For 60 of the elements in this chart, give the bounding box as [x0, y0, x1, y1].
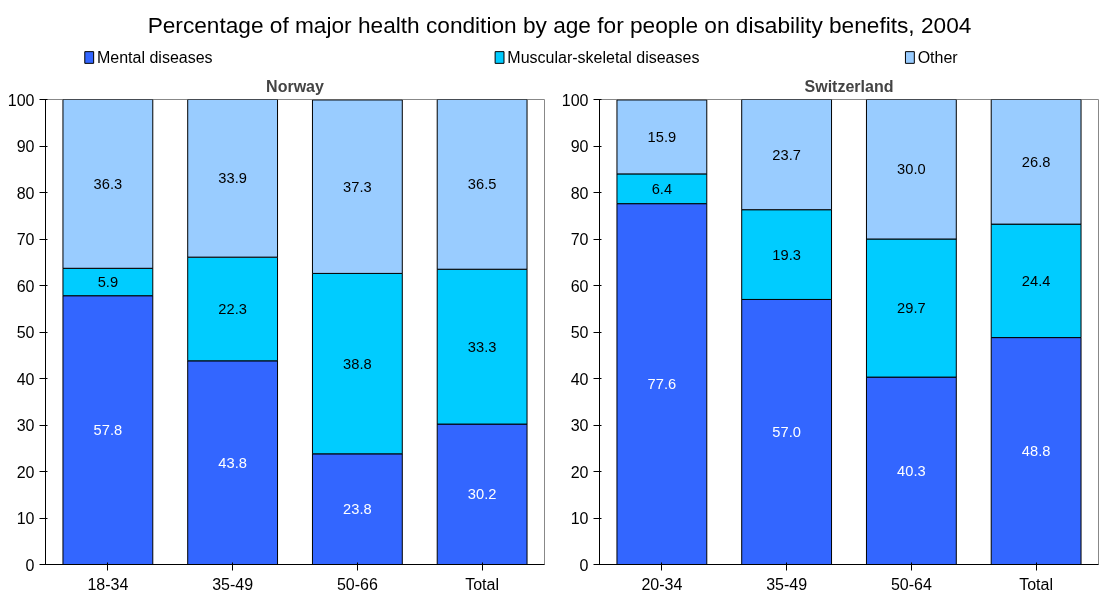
- y-tick-label: 40: [570, 370, 589, 388]
- y-tick-label: 40: [16, 370, 35, 388]
- data-label: 29.7: [897, 300, 926, 317]
- x-tick-label: 20-34: [641, 575, 683, 593]
- data-label: 57.0: [772, 423, 801, 440]
- y-tick-label: 10: [570, 510, 589, 527]
- y-tick-label: 30: [570, 417, 589, 434]
- y-tick-label: 20: [16, 463, 35, 481]
- chart-subtitle: Switzerland: [804, 77, 894, 95]
- y-tick-label: 0: [25, 556, 35, 574]
- legend-label: Other: [917, 49, 959, 66]
- data-label: 57.8: [93, 422, 123, 439]
- x-tick-label: 35-49: [766, 575, 808, 593]
- data-label: 36.5: [467, 176, 497, 193]
- data-label: 30.2: [467, 486, 497, 503]
- data-label: 5.9: [97, 274, 119, 291]
- data-label: 48.8: [1021, 443, 1051, 460]
- chart-title: Percentage of major health condition by age for people on disability benefits, 2004: [147, 11, 972, 40]
- y-tick-label: 90: [16, 138, 35, 155]
- data-label: 38.8: [343, 355, 372, 372]
- y-tick-label: 80: [570, 184, 589, 202]
- y-tick-label: 20: [570, 463, 589, 481]
- data-label: 23.7: [772, 146, 801, 163]
- data-label: 30.0: [897, 161, 926, 178]
- data-label: 40.3: [897, 462, 926, 479]
- y-tick-label: 60: [16, 277, 35, 295]
- x-tick-label: Total: [1019, 575, 1054, 593]
- x-tick-label: 35-49: [212, 575, 254, 593]
- y-tick-label: 90: [570, 138, 589, 155]
- data-label: 15.9: [647, 128, 677, 145]
- data-label: 36.3: [93, 175, 123, 192]
- legend-label: Muscular-skeletal diseases: [507, 49, 700, 66]
- data-label: 22.3: [218, 300, 247, 317]
- y-tick-label: 70: [16, 231, 35, 248]
- y-tick-label: 30: [16, 417, 35, 434]
- y-tick-label: 70: [570, 231, 589, 248]
- legend-label: Mental diseases: [96, 49, 213, 66]
- x-tick-label: 18-34: [87, 575, 129, 593]
- data-label: 19.3: [772, 246, 801, 263]
- y-tick-label: 50: [16, 324, 35, 341]
- x-tick-label: 50-66: [336, 575, 378, 593]
- data-label: 77.6: [647, 376, 677, 393]
- data-label: 33.3: [467, 338, 497, 355]
- y-tick-label: 80: [16, 184, 35, 202]
- data-label: 37.3: [343, 178, 372, 195]
- data-label: 43.8: [218, 454, 247, 471]
- y-tick-label: 50: [570, 324, 589, 341]
- x-tick-label: 50-64: [890, 575, 932, 593]
- y-tick-label: 100: [561, 91, 589, 109]
- y-tick-label: 100: [7, 91, 35, 109]
- data-label: 24.4: [1021, 272, 1051, 289]
- data-label: 26.8: [1021, 153, 1051, 170]
- data-label: 23.8: [343, 501, 372, 518]
- y-tick-label: 0: [579, 556, 589, 574]
- data-label: 6.4: [651, 180, 673, 197]
- chart-subtitle: Norway: [266, 77, 324, 95]
- y-tick-label: 60: [570, 277, 589, 295]
- x-tick-label: Total: [465, 575, 500, 593]
- y-tick-label: 10: [16, 510, 35, 527]
- data-label: 33.9: [218, 170, 247, 187]
